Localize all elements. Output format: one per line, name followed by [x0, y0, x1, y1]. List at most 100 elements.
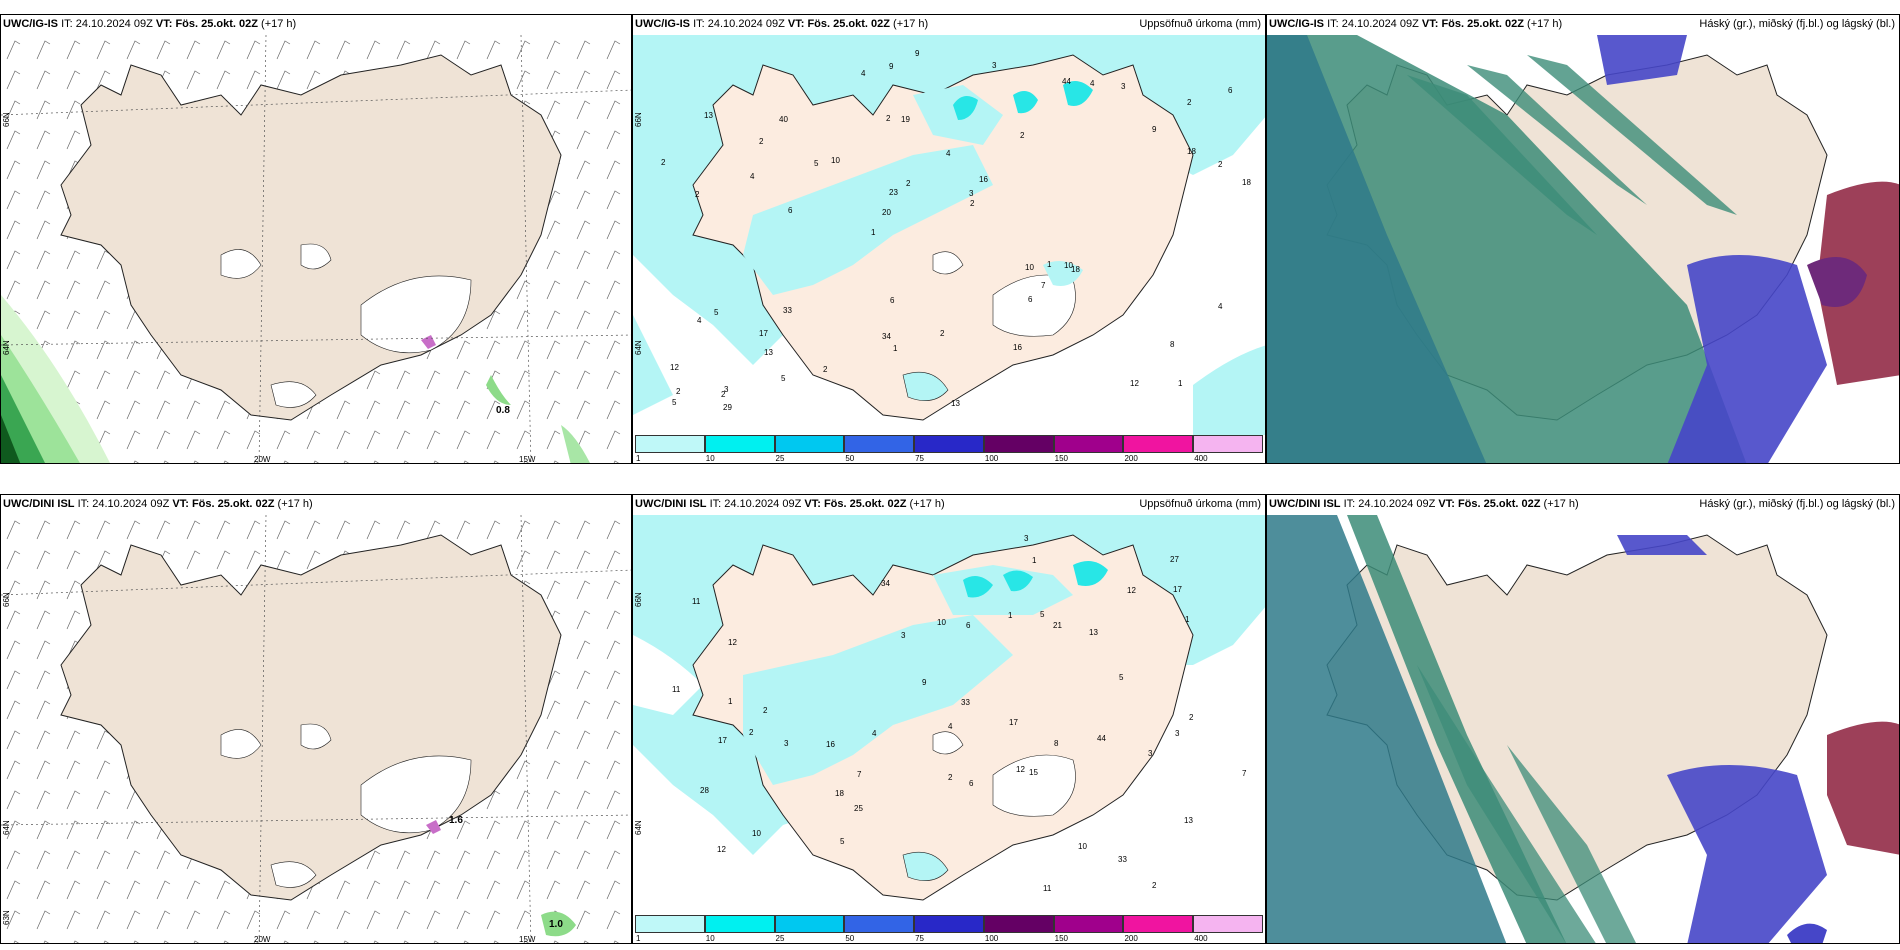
- precip-value: 13: [1089, 628, 1098, 637]
- precip-value: 4: [948, 722, 953, 731]
- precip-value: 3: [1148, 749, 1153, 758]
- colorbar: 1 10 25 50 75 100 150 200 400: [635, 915, 1263, 943]
- precip-value: 44: [1097, 734, 1106, 743]
- precip-value: 2: [721, 390, 726, 399]
- precip-value: 1: [893, 344, 898, 353]
- colorbar-swatch: [844, 915, 915, 933]
- colorbar-swatch: [635, 435, 705, 453]
- precip-value: 6: [1228, 86, 1233, 95]
- precip-value: 17: [1173, 585, 1182, 594]
- precip-value: 7: [1242, 769, 1247, 778]
- panel-subtitle: Háský (gr.), miðský (fj.bl.) og lágský (…: [1699, 18, 1895, 30]
- precip-value: 12: [728, 638, 737, 647]
- precip-value: 17: [718, 736, 727, 745]
- colorbar-swatch: [844, 435, 915, 453]
- wind-map: 0.8: [1, 35, 631, 463]
- lon-label: 20W: [254, 455, 271, 464]
- panel-title: UWC/DINI ISL IT: 24.10.2024 09Z VT: Fös.…: [3, 498, 313, 510]
- panel-subtitle: Uppsöfnuð úrkoma (mm): [1139, 498, 1261, 510]
- lat-label: 66N: [634, 592, 643, 607]
- precip-value: 11: [692, 597, 701, 606]
- precip-value: 5: [672, 398, 677, 407]
- panel-title: UWC/DINI ISL IT: 24.10.2024 09Z VT: Fös.…: [1269, 498, 1579, 510]
- precip-value: 2: [1218, 160, 1223, 169]
- colorbar-tick: 75: [915, 934, 925, 943]
- precip-value: 18: [1187, 147, 1196, 156]
- precip-value: 3: [901, 631, 906, 640]
- precip-value: 12: [1127, 586, 1136, 595]
- colorbar-tick: 50: [845, 934, 855, 943]
- colorbar-swatch: [635, 915, 705, 933]
- precip-value: 12: [670, 363, 679, 372]
- lon-label: 15W: [519, 935, 536, 944]
- precip-value: 2: [823, 365, 828, 374]
- colorbar-swatch: [914, 435, 984, 453]
- panel-precip-igis: UWC/IG-IS IT: 24.10.2024 09Z VT: Fös. 25…: [632, 14, 1266, 464]
- precip-value: 4: [1090, 79, 1095, 88]
- precip-value: 16: [1013, 343, 1022, 352]
- cloud-map: [1267, 35, 1899, 463]
- precip-value: 5: [781, 374, 786, 383]
- panel-clouds-dini: UWC/DINI ISL IT: 24.10.2024 09Z VT: Fös.…: [1266, 494, 1900, 944]
- precip-value: 3: [992, 61, 997, 70]
- colorbar-swatch: [774, 435, 845, 453]
- colorbar-swatch: [1193, 435, 1263, 453]
- precip-value: 4: [872, 729, 877, 738]
- precip-value: 12: [1130, 379, 1139, 388]
- colorbar-swatch: [1123, 915, 1194, 933]
- precip-value: 3: [1175, 729, 1180, 738]
- precip-value: 7: [1041, 281, 1046, 290]
- precip-value: 44: [1062, 77, 1071, 86]
- precip-value: 10: [937, 618, 946, 627]
- colorbar-tick: 25: [775, 454, 785, 463]
- panel-clouds-igis: UWC/IG-IS IT: 24.10.2024 09Z VT: Fös. 25…: [1266, 14, 1900, 464]
- precip-value: 5: [1040, 610, 1045, 619]
- precip-value: 13: [764, 348, 773, 357]
- precip-value: 1: [1178, 379, 1183, 388]
- precip-value: 3: [969, 189, 974, 198]
- colorbar-tick: 1: [636, 934, 641, 943]
- lat-label: 64N: [634, 820, 643, 835]
- panel-title: UWC/IG-IS IT: 24.10.2024 09Z VT: Fös. 25…: [1269, 18, 1563, 30]
- precip-value: 13: [704, 111, 713, 120]
- precip-value: 13: [951, 399, 960, 408]
- colorbar-tick: 150: [1054, 934, 1069, 943]
- colorbar-swatch: [704, 915, 775, 933]
- precip-value: 1: [728, 697, 733, 706]
- precip-value: 12: [717, 845, 726, 854]
- precip-value: 9: [915, 49, 920, 58]
- precip-value: 3: [784, 739, 789, 748]
- precip-value: 2: [759, 137, 764, 146]
- precip-value: 1: [1047, 260, 1052, 269]
- precip-value: 2: [948, 773, 953, 782]
- precip-value: 27: [1170, 555, 1179, 564]
- precip-value: 4: [946, 149, 951, 158]
- max-value: 1.0: [549, 919, 563, 930]
- precip-value: 2: [763, 706, 768, 715]
- panel-title: UWC/IG-IS IT: 24.10.2024 09Z VT: Fös. 25…: [635, 18, 929, 30]
- colorbar-tick: 100: [984, 454, 999, 463]
- precip-value: 20: [882, 208, 891, 217]
- colorbar-tick: 400: [1194, 454, 1208, 463]
- precip-value: 10: [752, 829, 761, 838]
- precip-value: 21: [1053, 621, 1062, 630]
- precip-value: 9: [889, 62, 894, 71]
- precip-value: 9: [922, 678, 927, 687]
- colorbar-swatch: [1053, 435, 1124, 453]
- precip-value: 40: [779, 115, 788, 124]
- precip-value: 6: [890, 296, 895, 305]
- wind-map: 1.0 1.6: [1, 515, 631, 943]
- precip-value: 10: [831, 156, 840, 165]
- precip-value: 28: [700, 786, 709, 795]
- precip-value: 33: [783, 306, 792, 315]
- precip-value: 10: [1078, 842, 1087, 851]
- precip-value: 4: [697, 316, 702, 325]
- panel-wind-igis: UWC/IG-IS IT: 24.10.2024 09Z VT: Fös. 25…: [0, 14, 632, 464]
- panel-wind-dini: UWC/DINI ISL IT: 24.10.2024 09Z VT: Fös.…: [0, 494, 632, 944]
- precip-value: 18: [835, 789, 844, 798]
- colorbar-tick: 200: [1124, 934, 1138, 943]
- colorbar-tick: 25: [775, 934, 785, 943]
- precip-value: 5: [1119, 673, 1124, 682]
